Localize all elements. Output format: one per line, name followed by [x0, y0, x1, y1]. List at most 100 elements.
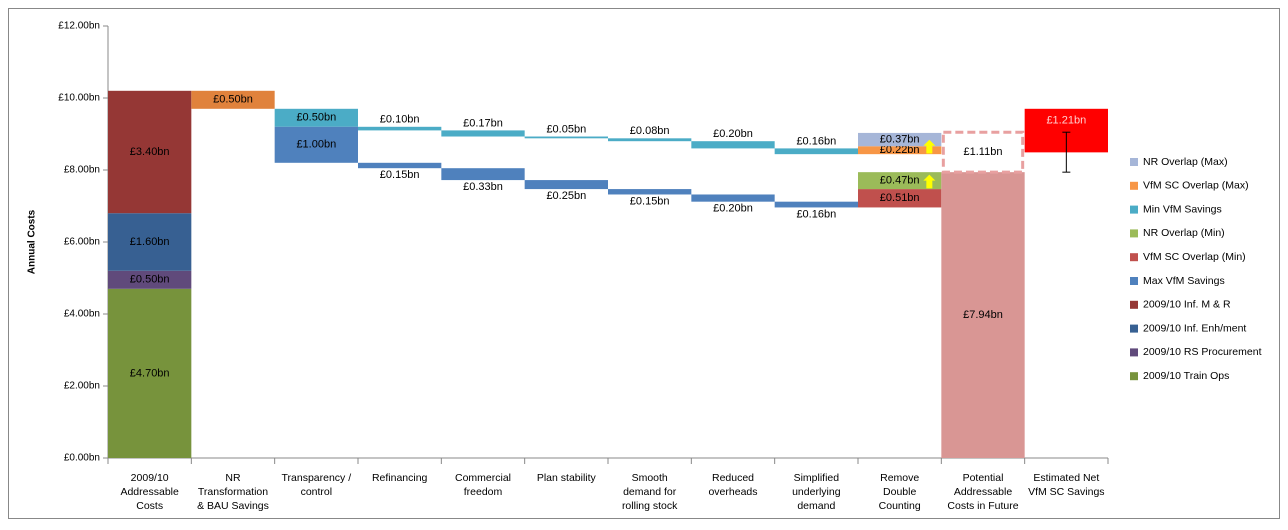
bar	[941, 172, 1025, 458]
x-tick-label: Estimated Net	[1033, 472, 1099, 484]
y-tick-label: £2.00bn	[64, 381, 100, 392]
legend-swatch	[1130, 300, 1138, 309]
bar	[441, 168, 525, 181]
legend-swatch	[1130, 253, 1138, 262]
x-tick-label: Plan stability	[537, 472, 597, 484]
legend-label: 2009/10 Inf. Enh/ment	[1143, 322, 1246, 334]
x-tick-label: demand for	[623, 486, 677, 498]
x-tick-label: Costs	[136, 500, 163, 512]
legend-label: NR Overlap (Min)	[1143, 227, 1225, 239]
x-tick-label: Remove	[880, 472, 919, 484]
value-label: £0.22bn	[880, 144, 920, 156]
value-label: £1.00bn	[296, 139, 336, 151]
value-label: £1.21bn	[1046, 115, 1086, 127]
legend-label: 2009/10 Train Ops	[1143, 370, 1229, 382]
x-tick-label: freedom	[464, 486, 503, 498]
bar	[691, 141, 775, 149]
bar	[858, 172, 942, 190]
legend-swatch	[1130, 324, 1138, 333]
legend-swatch	[1130, 372, 1138, 381]
x-tick-label: 2009/10	[131, 472, 169, 484]
x-tick-label: rolling stock	[622, 500, 678, 512]
x-tick-label: Addressable	[954, 486, 1013, 498]
value-label: £0.51bn	[880, 192, 920, 204]
x-tick-label: Commercial	[455, 472, 511, 484]
legend-swatch	[1130, 348, 1138, 357]
y-tick-label: £8.00bn	[64, 165, 100, 176]
value-label: £1.60bn	[130, 236, 170, 248]
value-label: £1.11bn	[964, 146, 1003, 158]
bar	[108, 288, 192, 458]
bar	[524, 180, 608, 190]
bar	[274, 108, 358, 127]
legend-swatch	[1130, 181, 1138, 190]
gap-box	[941, 130, 1025, 174]
bar	[191, 90, 275, 109]
y-tick-label: £12.00bn	[58, 21, 100, 32]
x-tick-label: control	[301, 486, 333, 498]
arrow	[923, 139, 936, 154]
bar	[774, 201, 858, 208]
bar	[691, 194, 775, 202]
x-tick-label: Double	[883, 486, 916, 498]
x-tick-label: Transparency /	[282, 472, 352, 484]
value-label: £0.17bn	[463, 117, 503, 129]
value-label: £0.25bn	[546, 190, 586, 202]
bar	[608, 138, 692, 142]
value-label: £0.50bn	[213, 94, 253, 106]
legend-swatch	[1130, 205, 1138, 214]
value-label: £0.05bn	[546, 123, 586, 135]
legend-label: NR Overlap (Max)	[1143, 156, 1228, 168]
bar	[774, 148, 858, 155]
legend-swatch	[1130, 158, 1138, 166]
bar	[524, 136, 608, 139]
x-tick-label: VfM SC Savings	[1028, 486, 1104, 498]
value-label: £0.37bn	[880, 133, 920, 145]
x-tick-label: Counting	[879, 500, 921, 512]
y-tick-label: £10.00bn	[58, 93, 100, 104]
value-label: £0.47bn	[880, 175, 920, 187]
x-tick-label: Transformation	[198, 486, 268, 498]
value-label: £0.50bn	[130, 274, 170, 286]
legend-label: Max VfM Savings	[1143, 275, 1225, 287]
bar	[858, 132, 942, 147]
y-tick-label: £0.00bn	[64, 453, 100, 464]
value-label: £0.33bn	[463, 181, 503, 193]
bar	[108, 270, 192, 289]
legend-label: VfM SC Overlap (Min)	[1143, 251, 1246, 263]
bar	[441, 130, 525, 137]
x-tick-label: Smooth	[632, 472, 668, 484]
bar	[108, 90, 192, 214]
x-tick-label: Potential	[963, 472, 1004, 484]
y-axis-label: Annual Costs	[27, 209, 38, 274]
legend-swatch	[1130, 277, 1138, 285]
y-tick-label: £6.00bn	[64, 237, 100, 248]
bar	[858, 146, 942, 155]
value-label: £0.15bn	[380, 169, 420, 181]
bar	[358, 126, 442, 131]
legend-label: Min VfM Savings	[1143, 203, 1222, 215]
value-label: £0.16bn	[796, 208, 836, 220]
x-tick-label: Reduced	[712, 472, 754, 484]
legend-label: 2009/10 Inf. M & R	[1143, 299, 1231, 311]
legend-swatch	[1130, 229, 1138, 238]
x-tick-label: underlying	[792, 486, 841, 498]
x-tick-label: demand	[797, 500, 835, 512]
x-tick-label: & BAU Savings	[197, 500, 269, 512]
bar	[858, 189, 942, 208]
x-tick-label: Addressable	[120, 486, 179, 498]
arrow	[923, 174, 936, 189]
y-tick-label: £4.00bn	[64, 309, 100, 320]
bar	[358, 162, 442, 169]
value-label: £3.40bn	[130, 146, 170, 158]
value-label: £0.08bn	[630, 125, 670, 137]
value-label: £4.70bn	[130, 367, 170, 379]
bar	[108, 213, 192, 271]
value-label: £0.10bn	[380, 114, 420, 126]
bar	[274, 126, 358, 163]
legend-label: 2009/10 RS Procurement	[1143, 346, 1262, 358]
bar	[608, 189, 692, 195]
value-label: £7.94bn	[963, 309, 1003, 321]
